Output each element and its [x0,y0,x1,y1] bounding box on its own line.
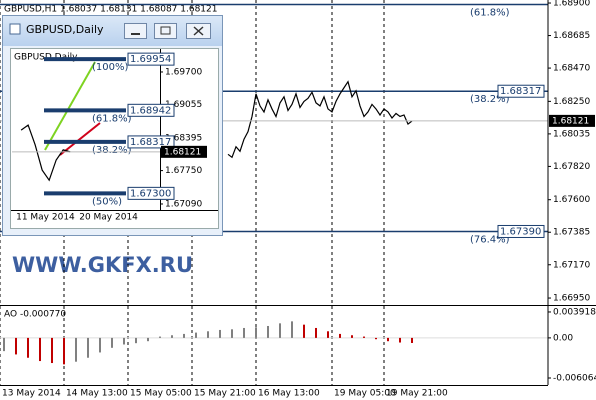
y-tick-label: 1.67385 [553,228,590,238]
x-tick-label: 11 May 2014 [16,213,75,223]
y-tick-label: 1.67090 [165,199,202,209]
x-tick-label: 14 May 13:00 [66,389,128,399]
fib-percent: (76.4%) [470,234,510,245]
y-tick-label: 1.68250 [553,97,590,107]
fib-price-box [127,103,175,117]
fib-price: 1.68317 [500,86,541,97]
fib-percent: (100%) [92,62,128,73]
y-tick-label: 1.68685 [553,31,590,41]
x-tick-label: 19 May 05:00 [334,389,396,399]
indicator-title: AO -0.000770 [4,310,66,320]
fib-fan-line [59,122,101,156]
price-line [227,80,413,159]
y-tick-label: 1.67750 [165,166,202,176]
x-tick-label: 16 May 13:00 [258,389,320,399]
x-tick-label: 20 May 2014 [79,213,138,223]
y-tick-label: 1.67820 [553,162,590,172]
inset-area [10,48,219,229]
fib-percent: (61.8%) [470,8,510,19]
last-price-label: 1.68121 [552,116,589,126]
last-price-tag [549,114,595,127]
y-tick-label: 1.68900 [553,0,590,9]
y-tick-label: 1.68035 [553,129,590,139]
fib-price-box [497,84,545,98]
x-tick-label: 19 May 21:00 [386,389,448,399]
fib-price-box [127,186,175,200]
fib-percent: (38.2%) [470,94,510,105]
x-tick-label: 15 May 21:00 [194,389,256,399]
y-tick-label: 0.003918 [553,307,596,317]
window-icon [9,23,21,35]
window-title: GBPUSD,Daily [26,23,104,36]
last-price-tag [161,145,207,158]
y-tick-label: 1.69700 [165,67,202,77]
inset-window[interactable]: GBPUSD,Daily GBPUSD,Daily 1.697001.69055… [2,15,223,236]
fib-price: 1.68942 [130,105,171,116]
y-tick-label: 1.69055 [165,100,202,110]
fib-price-box [127,52,175,66]
x-tick-label: 13 May 2014 [2,389,61,399]
y-tick-label: 1.67170 [553,260,590,270]
title-bar [3,16,222,46]
watermark: WWW.GKFX.RU [12,253,193,277]
x-tick-label: 15 May 05:00 [130,389,192,399]
last-price-label: 1.68121 [164,147,201,157]
fib-price: 1.69954 [130,54,171,65]
y-tick-label: 1.68470 [553,64,590,74]
y-tick-label: 1.68395 [165,133,202,143]
minimize-button[interactable] [124,23,147,39]
chart-title: GBPUSD,H1 1.68037 1.68131 1.68087 1.6812… [4,5,217,15]
fib-percent: (61.8%) [92,113,132,124]
fib-price: 1.68317 [130,137,171,148]
close-glyph [193,26,204,36]
maximize-glyph [160,26,171,35]
maximize-button[interactable] [154,23,177,39]
y-tick-label: -0.006064 [553,374,596,384]
y-tick-label: 0.00 [553,333,573,343]
y-tick-label: 1.67600 [553,195,590,205]
fib-price: 1.67300 [130,188,171,199]
fib-percent: (50%) [92,196,122,207]
fib-price-box [497,224,545,238]
ao-panel: AO -0.000770 0.003918 0.00 -0.006064 [0,307,596,384]
fib-price: 1.67390 [500,226,541,237]
fib-percent: (38.2%) [92,145,132,156]
y-tick-label: 1.66950 [553,294,590,304]
fib-fan-line [44,61,96,151]
fib-price-box [127,135,175,149]
